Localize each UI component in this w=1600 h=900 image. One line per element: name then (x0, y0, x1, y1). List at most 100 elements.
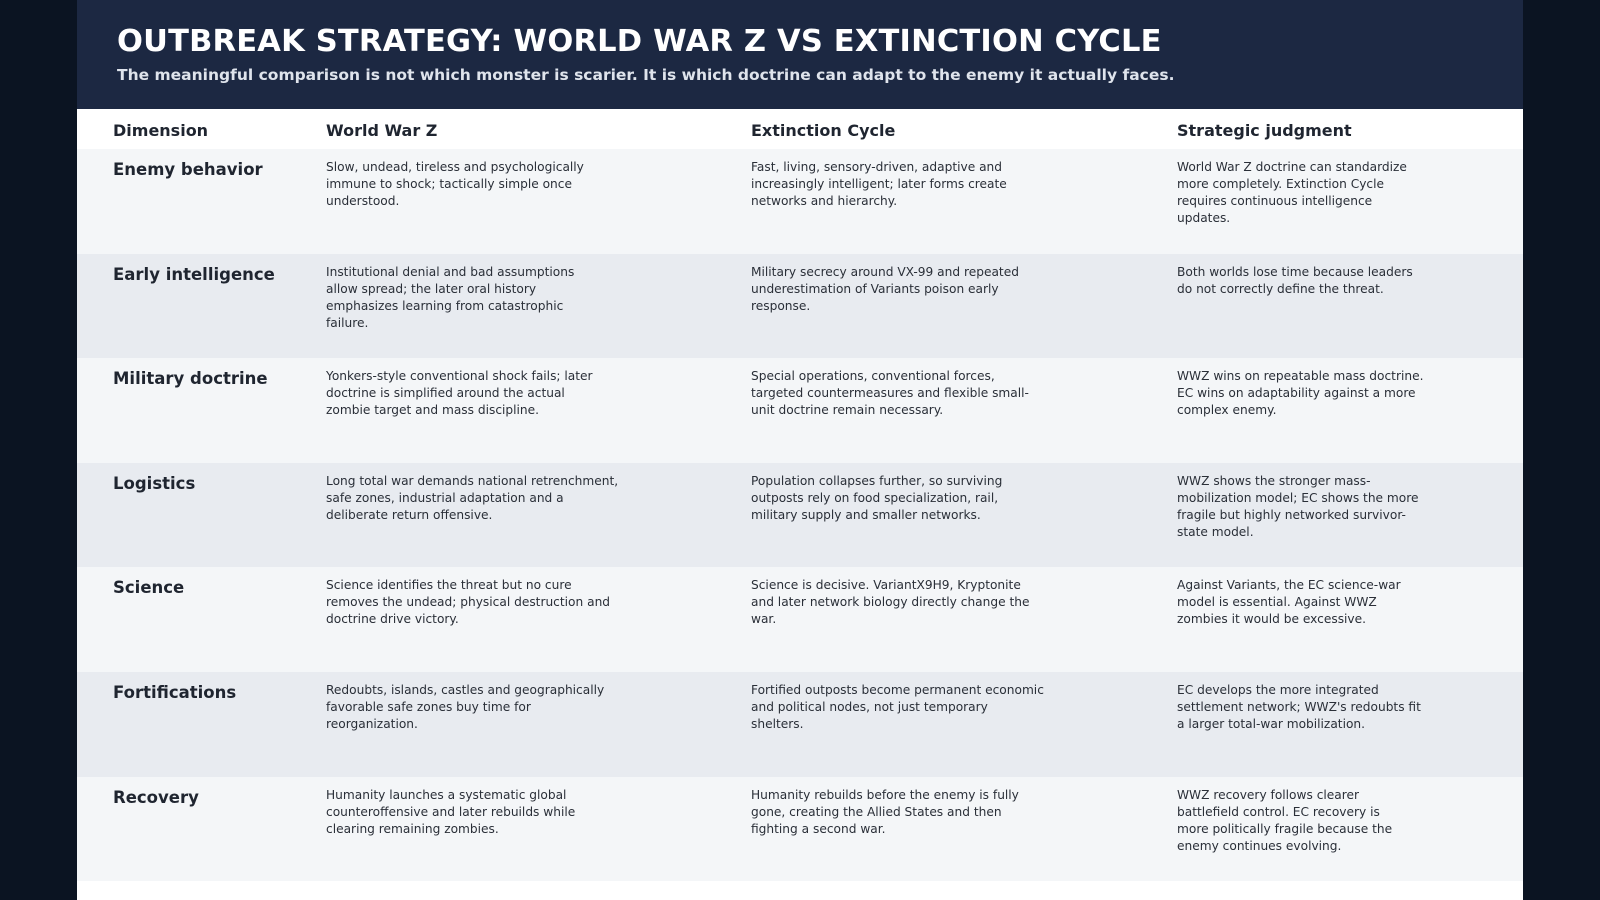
cell-text-line: networks and hierarchy. (751, 194, 898, 208)
cell-text-line: allow spread; the later oral history (326, 281, 537, 296)
cell-text-line: Institutional denial and bad assumptions (326, 264, 575, 279)
cell-world-war-z: Slow, undead, tireless and psychological… (326, 159, 626, 210)
cell-text-line: enemy continues evolving. (1177, 838, 1342, 853)
cell-text-line: settlement network; WWZ's redoubts fit (1177, 699, 1421, 714)
cell-text-line: Both worlds lose time because leaders (1177, 264, 1413, 279)
cell-text-line: EC develops the more integrated (1177, 682, 1379, 697)
cell-strategic-judgment: Both worlds lose time because leaders do … (1177, 264, 1437, 298)
cell-text-line: WWZ wins on repeatable mass doctrine. (1177, 369, 1424, 384)
cell-world-war-z: Institutional denial and bad assumptions… (326, 264, 626, 332)
cell-text-line: safe zones, industrial adaptation and a (326, 490, 564, 505)
cell-text-line: favorable safe zones buy time for (326, 699, 531, 714)
cell-text-line: deliberate return offensive. (326, 507, 493, 522)
header-extinction-cycle: Extinction Cycle (751, 121, 896, 140)
cell-text-line: Humanity launches a systematic global (326, 787, 567, 802)
row-dimension-label: Military doctrine (113, 369, 268, 389)
cell-text-line: battlefield control. EC recovery is (1177, 804, 1380, 819)
comparison-table: Dimension World War Z Extinction Cycle S… (77, 109, 1523, 882)
header-dimension: Dimension (113, 121, 209, 140)
slide-page: OUTBREAK STRATEGY: WORLD WAR Z VS EXTINC… (77, 0, 1523, 900)
cell-text-line: failure. (326, 315, 369, 330)
cell-world-war-z: Redoubts, islands, castles and geographi… (326, 682, 626, 733)
cell-world-war-z: Science identifies the threat but no cur… (326, 577, 626, 628)
cell-text-line: underestimation of Variants poison early (751, 281, 999, 296)
page-title: OUTBREAK STRATEGY: WORLD WAR Z VS EXTINC… (117, 24, 1162, 59)
cell-extinction-cycle: Military secrecy around VX-99 and repeat… (751, 264, 1051, 315)
cell-text-line: Special operations, conventional forces, (751, 369, 995, 384)
cell-text-line: counteroffensive and later rebuilds whil… (326, 804, 576, 819)
table-row: Enemy behavior Slow, undead, tireless and… (77, 149, 1523, 254)
cell-strategic-judgment: Against Variants, the EC science-war mode… (1177, 577, 1437, 628)
table-row: Recovery Humanity launches a systematic g… (77, 776, 1523, 882)
cell-text-line: do not correctly define the threat. (1177, 281, 1384, 296)
cell-extinction-cycle: Fast, living, sensory-driven, adaptive a… (751, 159, 1051, 210)
cell-text-line: more politically fragile because the (1177, 821, 1393, 836)
row-dimension-label: Recovery (113, 787, 199, 807)
cell-text-line: doctrine is simplified around the actual (326, 386, 565, 401)
table-row: Military doctrine Yonkers-style conventio… (77, 358, 1523, 463)
cell-text-line: doctrine drive victory. (326, 612, 459, 627)
cell-text-line: emphasizes learning from catastrophic (326, 298, 564, 313)
cell-text-line: zombie target and mass discipline. (326, 403, 540, 418)
cell-text-line: increasingly intelligent; later forms cr… (751, 177, 1007, 191)
cell-text-line: shelters. (751, 716, 804, 731)
cell-text-line: fragile but highly networked survivor- (1177, 507, 1406, 522)
cell-text-line: Fortified outposts become permanent econ… (751, 682, 1044, 697)
cell-strategic-judgment: EC develops the more integrated settlemen… (1177, 682, 1437, 733)
cell-extinction-cycle: Special operations, conventional forces,… (751, 368, 1051, 419)
cell-world-war-z: Long total war demands national retrench… (326, 473, 626, 524)
cell-text-line: targeted countermeasures and flexible sm… (751, 386, 1029, 401)
cell-text-line: Science is decisive. VariantX9H9, Krypto… (751, 578, 1021, 593)
title-banner: OUTBREAK STRATEGY: WORLD WAR Z VS EXTINC… (77, 0, 1523, 109)
cell-text-line: response. (751, 298, 811, 313)
cell-text-line: Against Variants, the EC science-war (1177, 578, 1401, 593)
row-dimension-label: Logistics (113, 473, 196, 493)
cell-world-war-z: Yonkers-style conventional shock fails; … (326, 368, 626, 419)
cell-text-line: Military secrecy around VX-99 and repeat… (751, 264, 1019, 279)
table-header-row: Dimension World War Z Extinction Cycle S… (77, 109, 1523, 149)
table-body: Enemy behavior Slow, undead, tireless and… (77, 149, 1523, 882)
row-dimension-label: Enemy behavior (113, 160, 263, 179)
cell-text-line: understood. (326, 194, 400, 208)
cell-text-line: requires continuous intelligence (1177, 194, 1373, 208)
cell-strategic-judgment: WWZ shows the stronger mass-mobilization… (1177, 473, 1437, 541)
cell-text-line: state model. (1177, 524, 1254, 539)
cell-text-line: Science identifies the threat but no cur… (326, 578, 572, 593)
page-subtitle: The meaningful comparison is not which m… (117, 66, 1175, 84)
table-row: Science Science identifies the threat but… (77, 567, 1523, 672)
cell-text-line: EC wins on adaptability against a more (1177, 386, 1416, 401)
cell-text-line: Slow, undead, tireless and psychological… (326, 160, 584, 174)
cell-text-line: Humanity rebuilds before the enemy is fu… (751, 787, 1019, 802)
cell-text-line: clearing remaining zombies. (326, 821, 499, 836)
cell-text-line: Fast, living, sensory-driven, adaptive a… (751, 160, 1003, 174)
cell-text-line: WWZ recovery follows clearer (1177, 787, 1360, 802)
header-strategic-judgment: Strategic judgment (1177, 121, 1352, 140)
cell-text-line: a larger total-war mobilization. (1177, 716, 1366, 731)
cell-extinction-cycle: Population collapses further, so survivi… (751, 473, 1051, 524)
cell-text-line: Population collapses further, so survivi… (751, 473, 1003, 488)
cell-strategic-judgment: WWZ recovery follows clearer battlefield … (1177, 787, 1437, 855)
cell-text-line: war. (751, 612, 777, 627)
cell-text-line: outposts rely on food specialization, ra… (751, 490, 999, 505)
cell-text-line: World War Z doctrine can standardize (1177, 160, 1407, 174)
table-row: Early intelligence Institutional denial a… (77, 253, 1523, 359)
cell-text-line: zombies it would be excessive. (1177, 612, 1367, 627)
cell-text-line: unit doctrine remain necessary. (751, 403, 944, 418)
cell-text-line: Redoubts, islands, castles and geographi… (326, 682, 605, 697)
cell-strategic-judgment: World War Z doctrine can standardize more… (1177, 159, 1437, 227)
row-dimension-label: Early intelligence (113, 264, 275, 284)
cell-text-line: immune to shock; tactically simple once (326, 177, 572, 191)
cell-world-war-z: Humanity launches a systematic global cou… (326, 787, 626, 838)
cell-text-line: mobilization model; EC shows the more (1177, 490, 1419, 505)
cell-text-line: reorganization. (326, 716, 418, 731)
cell-extinction-cycle: Science is decisive. VariantX9H9, Krypto… (751, 577, 1051, 628)
cell-text-line: and political nodes, not just temporary (751, 699, 988, 714)
cell-text-line: gone, creating the Allied States and the… (751, 804, 1002, 819)
cell-text-line: removes the undead; physical destruction… (326, 595, 611, 610)
cell-text-line: fighting a second war. (751, 821, 886, 836)
cell-text-line: military supply and smaller networks. (751, 507, 981, 522)
row-dimension-label: Fortifications (113, 682, 237, 702)
row-dimension-label: Science (113, 578, 185, 598)
cell-text-line: and later network biology directly chang… (751, 595, 1030, 610)
cell-text-line: Yonkers-style conventional shock fails; … (326, 369, 593, 384)
